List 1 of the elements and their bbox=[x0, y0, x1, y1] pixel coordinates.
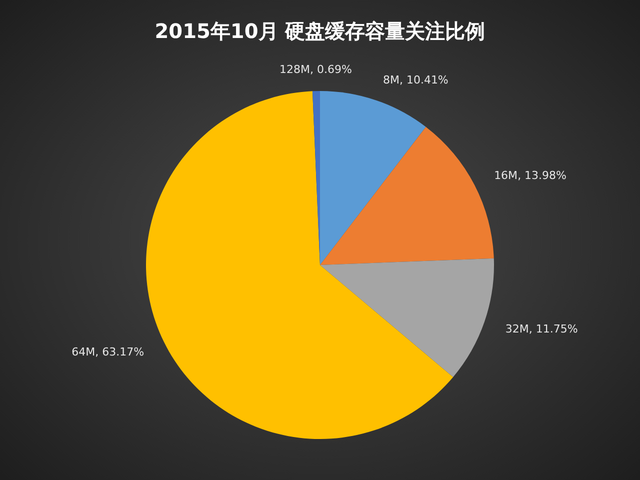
chart-title: 2015年10月 硬盘缓存容量关注比例 bbox=[154, 19, 486, 43]
